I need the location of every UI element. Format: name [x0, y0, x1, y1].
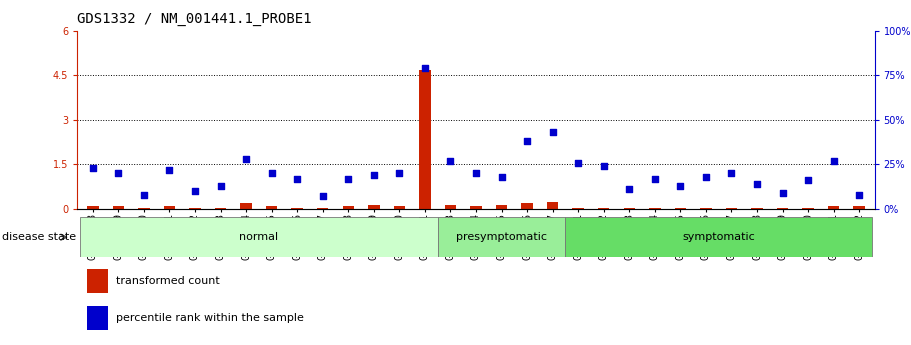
- Bar: [777, 208, 788, 209]
- Text: transformed count: transformed count: [116, 276, 220, 286]
- Point: [775, 190, 790, 196]
- Bar: [445, 205, 456, 209]
- Bar: [241, 204, 251, 209]
- Bar: [572, 208, 584, 209]
- Text: GDS1332 / NM_001441.1_PROBE1: GDS1332 / NM_001441.1_PROBE1: [77, 12, 312, 26]
- Bar: [266, 206, 277, 209]
- Bar: [828, 206, 839, 209]
- Point: [341, 176, 355, 181]
- Bar: [394, 206, 405, 209]
- Bar: [292, 208, 302, 209]
- Bar: [138, 208, 149, 209]
- Point: [571, 160, 586, 165]
- Point: [699, 174, 713, 179]
- Bar: [113, 206, 124, 209]
- Bar: [80, 217, 437, 257]
- Point: [648, 176, 662, 181]
- Bar: [566, 217, 872, 257]
- Bar: [419, 70, 431, 209]
- Bar: [496, 205, 507, 209]
- Bar: [215, 208, 226, 209]
- Point: [264, 170, 279, 176]
- Bar: [437, 217, 566, 257]
- Text: percentile rank within the sample: percentile rank within the sample: [116, 313, 303, 323]
- Bar: [470, 206, 482, 209]
- Bar: [701, 208, 711, 209]
- Bar: [317, 208, 329, 209]
- Point: [137, 192, 151, 197]
- Text: symptomatic: symptomatic: [682, 232, 755, 242]
- Point: [366, 172, 381, 178]
- Bar: [675, 208, 686, 209]
- Bar: [726, 208, 737, 209]
- Bar: [803, 208, 814, 209]
- Point: [162, 167, 177, 172]
- Bar: [87, 206, 98, 209]
- Bar: [87, 306, 108, 330]
- Bar: [343, 206, 354, 209]
- Bar: [368, 205, 380, 209]
- Point: [443, 158, 457, 164]
- Point: [622, 186, 637, 192]
- Bar: [521, 204, 533, 209]
- Bar: [189, 208, 200, 209]
- Point: [290, 176, 304, 181]
- Point: [597, 163, 611, 169]
- Bar: [752, 208, 763, 209]
- Text: normal: normal: [240, 232, 279, 242]
- Point: [852, 192, 866, 197]
- Bar: [164, 206, 175, 209]
- Text: presymptomatic: presymptomatic: [456, 232, 547, 242]
- Point: [801, 178, 815, 183]
- Bar: [650, 208, 660, 209]
- Text: disease state: disease state: [2, 232, 76, 242]
- Bar: [598, 208, 609, 209]
- Point: [750, 181, 764, 187]
- Point: [673, 183, 688, 188]
- Bar: [87, 269, 108, 293]
- Point: [724, 170, 739, 176]
- Point: [315, 194, 330, 199]
- Point: [239, 156, 253, 162]
- Point: [520, 138, 535, 144]
- Point: [826, 158, 841, 164]
- Point: [495, 174, 509, 179]
- Point: [86, 165, 100, 171]
- Point: [546, 130, 560, 135]
- Bar: [547, 202, 558, 209]
- Point: [417, 66, 432, 71]
- Bar: [623, 208, 635, 209]
- Point: [111, 170, 126, 176]
- Point: [469, 170, 484, 176]
- Point: [213, 183, 228, 188]
- Bar: [854, 206, 865, 209]
- Point: [188, 188, 202, 194]
- Point: [392, 170, 406, 176]
